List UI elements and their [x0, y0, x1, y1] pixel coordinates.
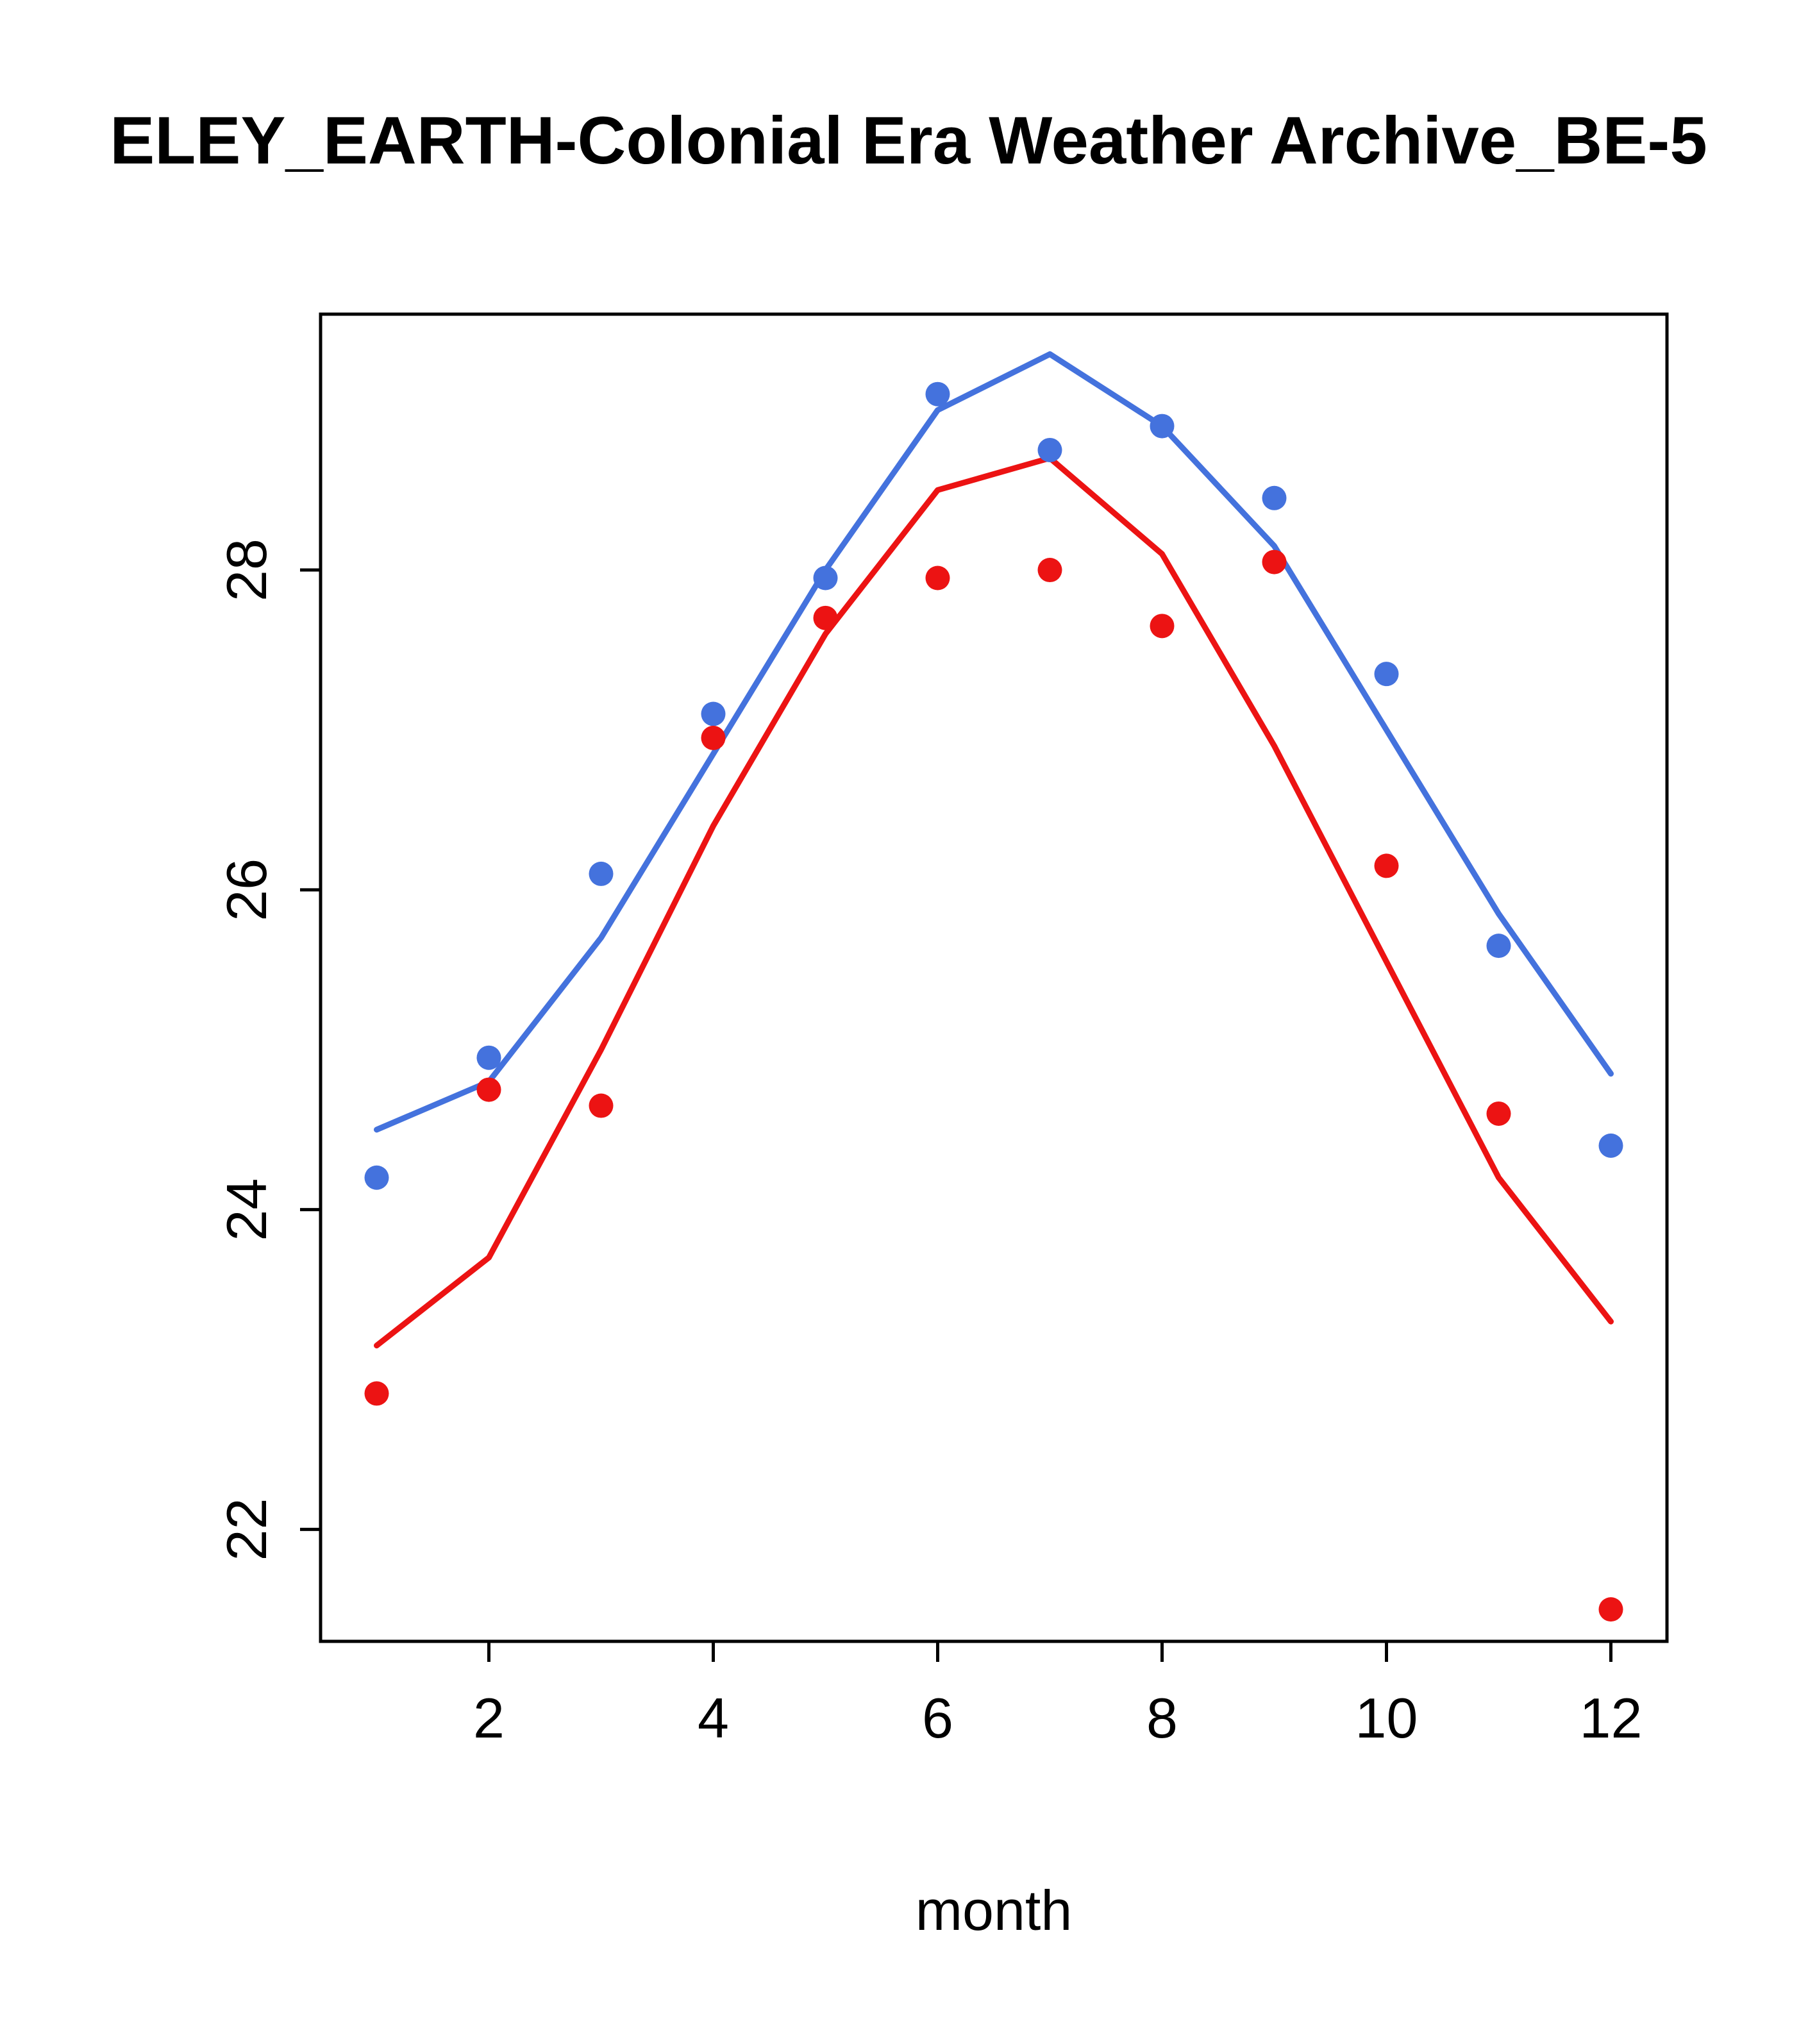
plot-box: [319, 312, 1669, 1643]
data-point-blue-points: [589, 861, 614, 886]
x-tick-label: 12: [1580, 1686, 1643, 1750]
data-point-blue-points: [1598, 1133, 1623, 1158]
x-tick-label: 8: [1146, 1686, 1178, 1750]
series-line-blue-line: [374, 351, 1614, 1133]
data-point-blue-points: [925, 381, 950, 406]
data-point-blue-points: [813, 565, 838, 591]
data-point-red-points: [1262, 549, 1287, 574]
data-point-red-points: [1374, 853, 1399, 878]
plot-area: [364, 351, 1623, 1622]
chart-title: ELEY_EARTH-Colonial Era Weather Archive_…: [110, 103, 1707, 178]
data-point-red-points: [1486, 1101, 1511, 1126]
data-point-blue-points: [1374, 662, 1399, 687]
data-point-red-points: [589, 1093, 614, 1118]
data-point-red-points: [1598, 1597, 1623, 1622]
x-axis: 2 4 6 8 10 12: [473, 1641, 1642, 1750]
data-point-blue-points: [476, 1045, 501, 1070]
data-point-red-points: [364, 1381, 389, 1406]
x-tick-label: 6: [922, 1686, 953, 1750]
data-point-blue-points: [364, 1165, 389, 1190]
y-tick-label: 28: [215, 539, 278, 601]
y-axis: 22 24 26 28: [215, 539, 321, 1561]
data-point-red-points: [1037, 558, 1062, 583]
data-point-red-points: [701, 725, 726, 750]
data-point-blue-points: [701, 701, 726, 726]
data-point-red-points: [1150, 614, 1175, 639]
y-tick-label: 26: [215, 859, 278, 921]
data-point-red-points: [476, 1077, 501, 1102]
data-point-red-points: [925, 565, 950, 591]
data-point-blue-points: [1150, 414, 1175, 439]
data-point-blue-points: [1486, 934, 1511, 959]
plot-border: [319, 312, 1669, 1643]
x-tick-label: 4: [698, 1686, 729, 1750]
y-tick-label: 22: [215, 1498, 278, 1561]
data-point-red-points: [813, 605, 838, 630]
y-tick-label: 24: [215, 1178, 278, 1241]
x-tick-label: 2: [473, 1686, 505, 1750]
series-line-red-line: [374, 455, 1614, 1349]
x-tick-label: 10: [1355, 1686, 1418, 1750]
data-point-blue-points: [1262, 485, 1287, 510]
data-point-blue-points: [1037, 437, 1062, 462]
x-axis-title: month: [916, 1879, 1073, 1942]
